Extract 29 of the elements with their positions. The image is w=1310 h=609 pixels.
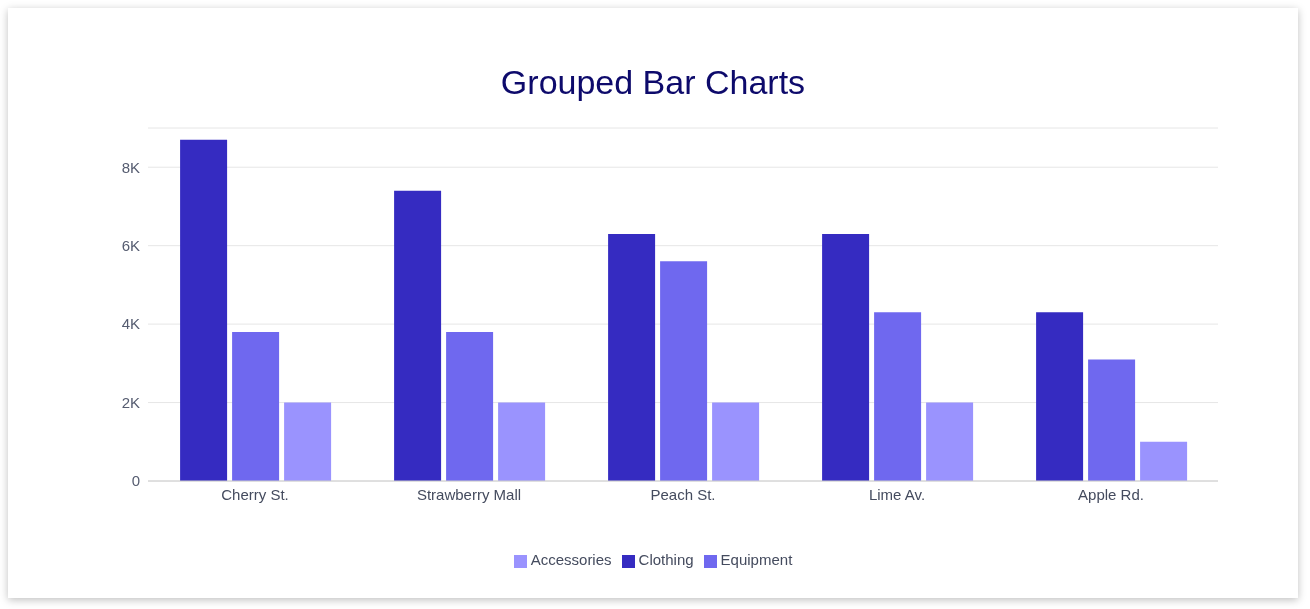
bar: [660, 261, 708, 481]
chart-title: Grouped Bar Charts: [499, 63, 807, 102]
bar: [180, 139, 228, 481]
legend-label: Clothing: [638, 551, 694, 568]
bar: [284, 402, 332, 481]
bar: [822, 233, 870, 481]
x-tick-label: Apple Rd.: [1078, 485, 1144, 503]
y-tick-label: 8K: [121, 158, 140, 176]
legend-label: Accessories: [530, 551, 612, 568]
bar: [1036, 312, 1084, 481]
bar: [926, 402, 974, 481]
y-tick-label: 4K: [121, 315, 140, 333]
bar: [232, 331, 280, 481]
x-tick-label: Strawberry Mall: [416, 485, 522, 503]
bar: [498, 402, 546, 481]
bar: [1140, 441, 1188, 481]
bar: [1088, 359, 1136, 481]
bar: [446, 331, 494, 481]
x-tick-label: Cherry St.: [221, 485, 289, 503]
y-tick-label: 2K: [121, 393, 140, 411]
bar: [874, 312, 922, 481]
x-tick-label: Peach St.: [650, 485, 716, 503]
bar: [608, 233, 656, 481]
y-tick-label: 6K: [121, 236, 140, 254]
legend-label: Equipment: [720, 551, 793, 568]
y-tick-label: 0: [131, 472, 140, 490]
x-tick-label: Lime Av.: [868, 485, 926, 503]
bar: [394, 190, 442, 481]
bar: [712, 402, 760, 481]
